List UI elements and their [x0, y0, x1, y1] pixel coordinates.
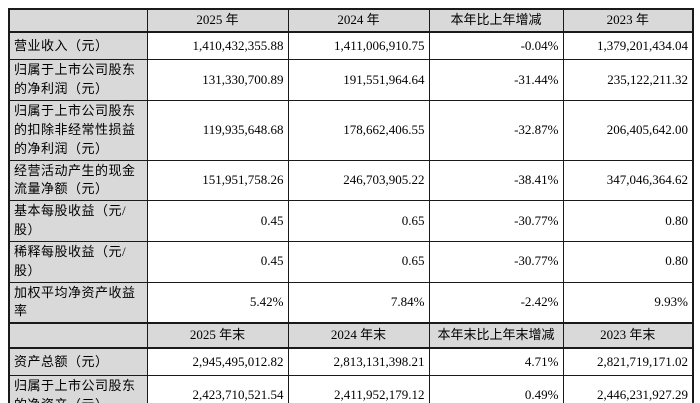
- table-section-2: 2025 年末 2024 年末 本年末比上年末增减 2023 年末 资产总额（元） 2,9…: [8, 322, 694, 403]
- header-blank-cell: [8, 8, 148, 33]
- row-label: 基本每股收益（元/股）: [8, 200, 148, 242]
- column-header: 2025 年末: [146, 322, 289, 350]
- cell-value: 0.65: [287, 200, 430, 242]
- table-row: 经营活动产生的现金流量净额（元） 151,951,758.26 246,703,90…: [8, 159, 694, 202]
- cell-value: -38.41%: [428, 159, 564, 202]
- cell-value: 1,379,201,434.04: [562, 31, 694, 61]
- column-header: 本年比上年增减: [428, 8, 564, 33]
- cell-value: 235,122,211.32: [562, 59, 694, 102]
- cell-value: 1,411,006,910.75: [287, 31, 430, 61]
- cell-value: 0.80: [562, 200, 694, 242]
- column-header: 2024 年: [287, 8, 430, 33]
- cell-value: 206,405,642.00: [562, 100, 694, 161]
- table-row: 基本每股收益（元/股） 0.45 0.65 -30.77% 0.80: [8, 200, 694, 242]
- cell-value: 2,411,952,179.12: [287, 374, 430, 403]
- cell-value: 0.45: [146, 240, 289, 283]
- cell-value: 151,951,758.26: [146, 159, 289, 202]
- cell-value: 119,935,648.68: [146, 100, 289, 161]
- column-header: 2023 年: [562, 8, 694, 33]
- header-row: 2025 年 2024 年本年比上年增减 2023 年: [8, 8, 694, 33]
- cell-value: 1,410,432,355.88: [146, 31, 289, 61]
- header-blank-cell: [8, 322, 148, 350]
- cell-value: 0.65: [287, 240, 430, 283]
- cell-value: 2,813,131,398.21: [287, 347, 430, 376]
- financial-summary-table: 2025 年 2024 年本年比上年增减 2023 年营业收入（元） 1,410,43…: [8, 8, 694, 403]
- cell-value: 246,703,905.22: [287, 159, 430, 202]
- cell-value: 2,821,719,171.02: [562, 347, 694, 376]
- cell-value: 191,551,964.64: [287, 59, 430, 102]
- cell-value: 2,945,495,012.82: [146, 347, 289, 376]
- cell-value: 0.45: [146, 200, 289, 242]
- column-header: 本年末比上年末增减: [428, 322, 564, 350]
- table-row: 稀释每股收益（元/股） 0.45 0.65 -30.77% 0.80: [8, 240, 694, 283]
- cell-value: -2.42%: [428, 281, 564, 324]
- table-section-1: 2025 年 2024 年本年比上年增减 2023 年营业收入（元） 1,410,43…: [8, 8, 694, 324]
- cell-value: 0.49%: [428, 374, 564, 403]
- cell-value: 131,330,700.89: [146, 59, 289, 102]
- table-row: 归属于上市公司股东的净利润（元） 131,330,700.89 191,551,96…: [8, 59, 694, 102]
- column-header: 2025 年: [146, 8, 289, 33]
- row-label: 营业收入（元）: [8, 31, 148, 61]
- cell-value: 2,423,710,521.54: [146, 374, 289, 403]
- row-label: 稀释每股收益（元/股）: [8, 240, 148, 283]
- cell-value: 178,662,406.55: [287, 100, 430, 161]
- cell-value: 9.93%: [562, 281, 694, 324]
- cell-value: -31.44%: [428, 59, 564, 102]
- row-label: 归属于上市公司股东的净资产（元）: [8, 374, 148, 403]
- cell-value: -0.04%: [428, 31, 564, 61]
- cell-value: 5.42%: [146, 281, 289, 324]
- cell-value: -30.77%: [428, 240, 564, 283]
- cell-value: 2,446,231,927.29: [562, 374, 694, 403]
- row-label: 归属于上市公司股东的净利润（元）: [8, 59, 148, 102]
- table-row: 资产总额（元） 2,945,495,012.82 2,813,131,398.21 4…: [8, 347, 694, 376]
- column-header: 2023 年末: [562, 322, 694, 350]
- cell-value: -32.87%: [428, 100, 564, 161]
- row-label: 经营活动产生的现金流量净额（元）: [8, 159, 148, 202]
- column-header: 2024 年末: [287, 322, 430, 350]
- cell-value: 7.84%: [287, 281, 430, 324]
- table-row: 归属于上市公司股东的扣除非经常性损益的净利润（元） 119,935,648.68 1…: [8, 100, 694, 161]
- header-row: 2025 年末 2024 年末 本年末比上年末增减 2023 年末: [8, 322, 694, 350]
- cell-value: 0.80: [562, 240, 694, 283]
- cell-value: -30.77%: [428, 200, 564, 242]
- row-label: 加权平均净资产收益率: [8, 281, 148, 324]
- table-row: 归属于上市公司股东的净资产（元）2,423,710,521.542,411,95…: [8, 374, 694, 403]
- row-label: 资产总额（元）: [8, 347, 148, 376]
- cell-value: 4.71%: [428, 347, 564, 376]
- table-row: 加权平均净资产收益率 5.42% 7.84% -2.42% 9.93%: [8, 281, 694, 324]
- table-row: 营业收入（元） 1,410,432,355.88 1,411,006,910.75-…: [8, 31, 694, 61]
- row-label: 归属于上市公司股东的扣除非经常性损益的净利润（元）: [8, 100, 148, 161]
- cell-value: 347,046,364.62: [562, 159, 694, 202]
